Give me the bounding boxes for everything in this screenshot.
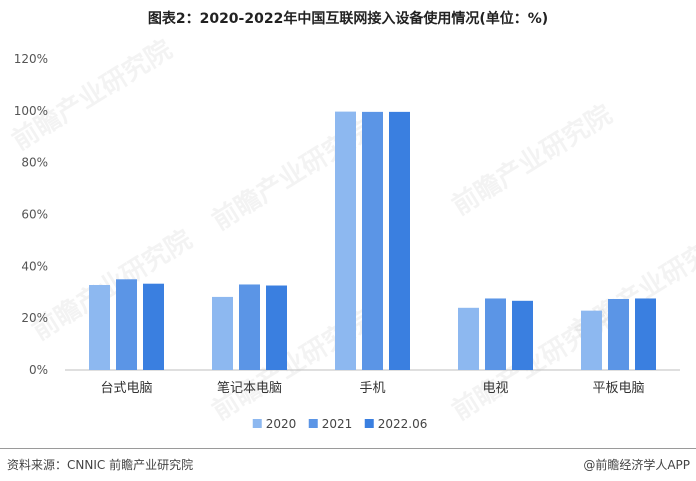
legend-swatch-2022.06	[364, 419, 374, 428]
bar-2022.06	[143, 283, 164, 370]
chart-title: 图表2：2020-2022年中国互联网接入设备使用情况(单位：%)	[147, 11, 549, 27]
legend-swatch-2020	[252, 419, 262, 428]
legend-label: 2020	[266, 417, 297, 431]
bar-2020	[89, 284, 110, 370]
legend-label: 2022.06	[378, 417, 428, 431]
x-tick-label: 电视	[482, 381, 508, 396]
y-tick-label: 40%	[21, 259, 48, 273]
bar-2020	[335, 111, 356, 370]
bar-2022.06	[512, 300, 533, 370]
footer: 资料来源：CNNIC 前瞻产业研究院 @前瞻经济学人APP	[0, 448, 696, 481]
y-tick-label: 100%	[14, 104, 48, 118]
x-tick-label: 平板电脑	[592, 381, 644, 396]
source-note: 资料来源：CNNIC 前瞻产业研究院	[7, 458, 194, 472]
bar-2021	[239, 284, 260, 370]
legend-swatch-2021	[308, 419, 318, 428]
bar-2020	[581, 310, 602, 370]
bar-chart: 0% 20% 40% 60% 80% 100% 120% 台式电脑 笔记本电脑 手机 电视 平板电脑 2…	[14, 52, 680, 431]
bar-2020	[458, 307, 479, 370]
credit-note: @前瞻经济学人APP	[583, 458, 690, 472]
y-tick-label: 0%	[29, 363, 48, 377]
y-tick-label: 60%	[21, 208, 48, 222]
x-tick-label: 手机	[359, 381, 385, 396]
y-tick-label: 120%	[14, 52, 48, 66]
y-tick-label: 20%	[21, 311, 48, 325]
bar-2022.06	[389, 111, 410, 371]
bar-2022.06	[266, 285, 287, 370]
bar-2021	[485, 298, 506, 370]
bar-2021	[608, 298, 629, 370]
x-tick-label: 台式电脑	[100, 381, 152, 396]
bar-2022.06	[635, 298, 656, 370]
bar-2021	[362, 111, 383, 371]
x-tick-label: 笔记本电脑	[217, 380, 282, 396]
bar-2021	[116, 279, 137, 370]
y-tick-label: 80%	[21, 156, 48, 170]
legend-label: 2021	[322, 417, 353, 431]
bar-2020	[212, 296, 233, 370]
